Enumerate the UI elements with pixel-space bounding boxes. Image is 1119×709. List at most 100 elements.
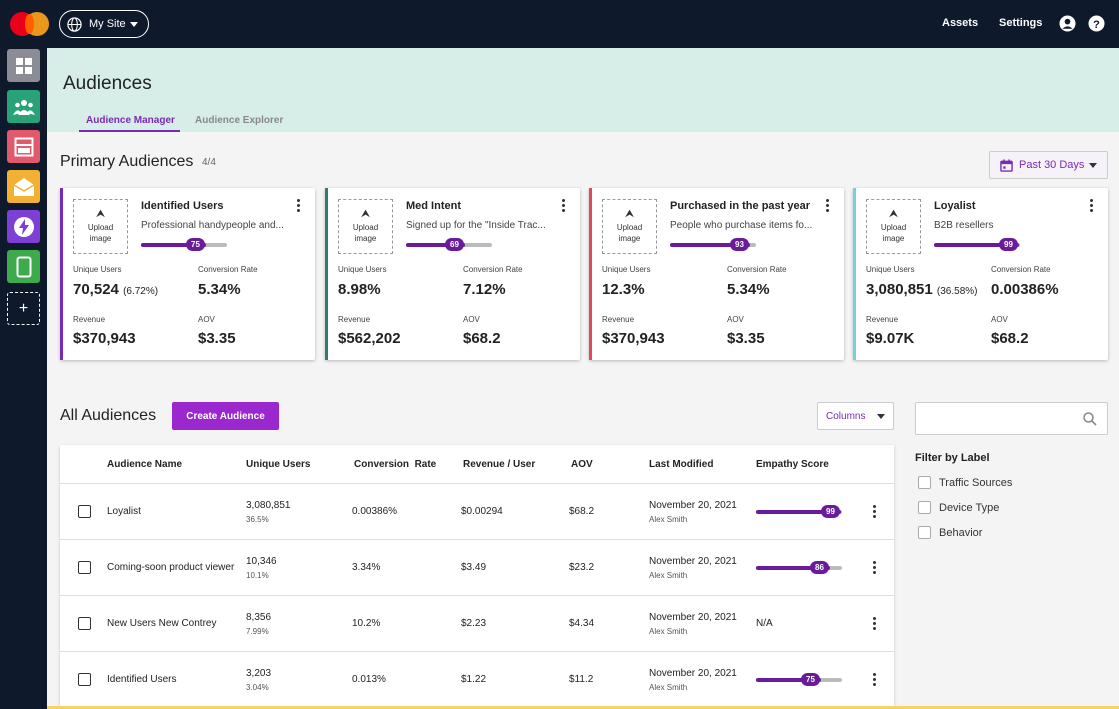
empathy-score-slider: 93 [670,238,756,251]
top-bar: My Site Assets Settings ? [0,0,1119,48]
dashboard-nav-button[interactable] [7,49,40,82]
empathy-score-slider: 75 [141,238,227,251]
column-header-empathy-score[interactable]: Empathy Score [756,459,829,470]
aov-value: $68.2 [463,330,501,347]
columns-dropdown[interactable]: Columns [817,402,894,430]
aov-value: $3.35 [727,330,765,347]
table-row[interactable]: Coming-soon product viewer 10,346 10.1% 3.3… [60,539,894,595]
revenue-label: Revenue [73,315,106,324]
empathy-score-slider: 86 [756,561,842,574]
empathy-score-badge: 99 [821,505,840,518]
upload-image-button[interactable]: ⮝ Upload image [338,199,393,254]
revenue-label: Revenue [866,315,899,324]
upload-label: image [354,234,377,243]
row-checkbox[interactable] [78,673,91,686]
empathy-score-slider: 99 [934,238,1020,251]
assets-link[interactable]: Assets [942,17,979,29]
checkbox[interactable] [918,501,931,514]
checkbox[interactable] [918,526,931,539]
aov-label: AOV [463,315,480,324]
empathy-score-badge: 75 [186,238,205,251]
more-options-icon[interactable] [871,616,877,632]
filter-option-traffic-sources[interactable]: Traffic Sources [918,476,1012,489]
globe-icon [67,16,82,32]
site-selector[interactable]: My Site [59,10,149,38]
side-rail: + [0,48,47,709]
upload-image-button[interactable]: ⮝ Upload image [73,199,128,254]
aov: $11.2 [569,674,594,685]
column-header-revenue-user[interactable]: Revenue / User [463,459,536,470]
tab-audience-manager[interactable]: Audience Manager [86,115,175,126]
table-row[interactable]: New Users New Contrey 8,356 7.99% 10.2% $2.2… [60,595,894,651]
audience-card[interactable]: ⮝ Upload image Loyalist B2B resellers 99 Uniqu… [853,188,1108,360]
upload-image-button[interactable]: ⮝ Upload image [602,199,657,254]
empathy-score-badge: 93 [730,238,749,251]
tab-audience-explorer[interactable]: Audience Explorer [195,115,284,126]
revenue-label: Revenue [338,315,371,324]
audience-card[interactable]: ⮝ Upload image Identified Users Professional… [60,188,315,360]
table-row[interactable]: Identified Users 3,203 3.04% 0.013% $1.22 $11… [60,651,894,707]
aov: $4.34 [569,618,595,629]
revenue-value: $370,943 [602,330,665,347]
more-options-icon[interactable] [1087,198,1095,214]
layout-nav-button[interactable] [7,130,40,163]
upload-image-button[interactable]: ⮝ Upload image [866,199,921,254]
page-header: Audiences Audience Manager Audience Expl… [47,48,1119,132]
table-row[interactable]: Loyalist 3,080,851 36.5% 0.00386% $0.00294 $6… [60,483,894,539]
search-input[interactable] [915,402,1108,435]
more-options-icon[interactable] [294,198,302,214]
unique-users-value: 3,080,851 (36.58%) [866,281,978,298]
audience-name[interactable]: New Users New Contrey [107,618,217,629]
account-icon[interactable] [1059,15,1076,32]
column-header-aov[interactable]: AOV [571,459,593,470]
more-options-icon[interactable] [871,560,877,576]
row-checkbox[interactable] [78,561,91,574]
row-checkbox[interactable] [78,617,91,630]
unique-users-percent: 3.04% [246,683,269,692]
help-icon[interactable]: ? [1088,15,1105,32]
more-options-icon[interactable] [871,672,877,688]
create-audience-button[interactable]: Create Audience [172,402,279,430]
audience-card[interactable]: ⮝ Upload image Purchased in the past year Pe… [589,188,844,360]
revenue-per-user: $1.22 [461,674,487,685]
people-icon [12,99,35,115]
filter-option-device-type[interactable]: Device Type [918,501,999,514]
audience-name[interactable]: Identified Users [107,674,177,685]
revenue-per-user: $0.00294 [461,506,503,517]
add-nav-button[interactable]: + [7,292,40,325]
aov-value: $68.2 [991,330,1029,347]
card-title: Identified Users [141,200,224,212]
audience-name[interactable]: Coming-soon product viewer [107,562,235,573]
checkbox[interactable] [918,476,931,489]
date-range-selector[interactable]: Past 30 Days [989,151,1108,179]
chevron-down-icon [1089,163,1097,168]
svg-text:?: ? [1093,19,1100,31]
modified-by: Alex Smith [649,571,688,580]
upload-icon: ⮝ [360,208,371,220]
revenue-per-user: $2.23 [461,618,487,629]
audiences-nav-button[interactable] [7,90,40,123]
card-accent [325,188,328,360]
automation-nav-button[interactable] [7,210,40,243]
more-options-icon[interactable] [823,198,831,214]
more-options-icon[interactable] [871,504,877,520]
column-header-users[interactable]: Unique Users [246,459,311,470]
filter-option-behavior[interactable]: Behavior [918,526,982,539]
primary-audiences-title: Primary Audiences [60,153,194,170]
aov-value: $3.35 [198,330,236,347]
more-options-icon[interactable] [559,198,567,214]
email-nav-button[interactable] [7,170,40,203]
mobile-nav-button[interactable] [7,250,40,283]
settings-link[interactable]: Settings [999,17,1043,29]
audience-name[interactable]: Loyalist [107,506,141,517]
brand-logo[interactable] [10,12,50,36]
last-modified-date: November 20, 2021 [649,668,737,679]
column-header-conversion[interactable]: Conversion Rate [354,459,437,470]
upload-icon: ⮝ [624,208,635,220]
column-header-name[interactable]: Audience Name [107,459,183,470]
conversion-rate-label: Conversion Rate [727,265,787,274]
audience-card[interactable]: ⮝ Upload image Med Intent Signed up for the … [325,188,580,360]
filter-title: Filter by Label [915,452,990,464]
row-checkbox[interactable] [78,505,91,518]
column-header-last-modified[interactable]: Last Modified [649,459,714,470]
